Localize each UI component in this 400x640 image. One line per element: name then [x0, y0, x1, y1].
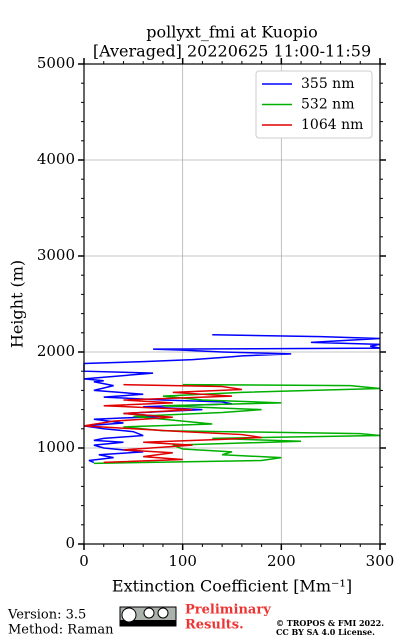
profile-line [83, 333, 381, 464]
cc-logo [119, 606, 177, 627]
chart-subtitle: [Averaged] 20220625 11:00-11:59 [93, 42, 371, 61]
x-tick-label: 0 [79, 552, 89, 570]
x-tick-label: 300 [366, 552, 395, 570]
y-tick-label: 0 [65, 534, 75, 552]
legend-box [255, 70, 373, 139]
y-tick-label: 2000 [37, 342, 75, 360]
preliminary: Results. [185, 618, 244, 633]
y-tick-label: 1000 [37, 438, 75, 456]
legend-label: 1064 nm [301, 117, 363, 133]
y-tick-label: 3000 [37, 246, 75, 264]
y-tick-label: 5000 [37, 54, 75, 72]
x-tick-label: 200 [267, 552, 296, 570]
x-tick-label: 100 [168, 552, 197, 570]
plot-frame [83, 63, 381, 545]
copyright: © TROPOS & FMI 2022. [276, 618, 384, 628]
chart-title: pollyxt_fmi at Kuopio [146, 23, 317, 42]
copyright: CC BY SA 4.0 License. [276, 627, 375, 637]
profile-line [93, 383, 381, 465]
y-axis-label: Height (m) [8, 260, 27, 348]
version: Version: 3.5 [7, 608, 86, 623]
legend-label: 355 nm [301, 76, 354, 92]
legend-label: 532 nm [301, 97, 354, 113]
preliminary: Preliminary [185, 603, 271, 618]
x-axis-label: Extinction Coefficient [Mm⁻¹] [112, 577, 352, 596]
y-tick-label: 4000 [37, 150, 75, 168]
method: Method: Raman [8, 623, 114, 638]
